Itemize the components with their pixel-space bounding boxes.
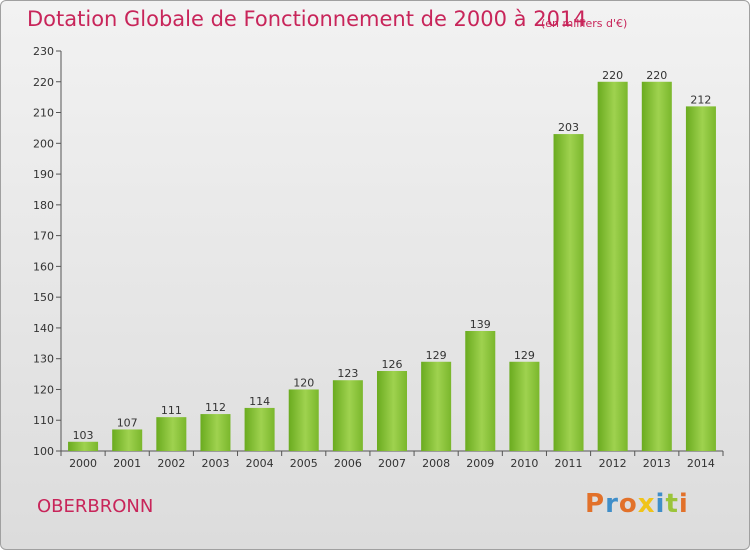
data-label-2011: 203 (558, 121, 579, 134)
y-tick-label: 130 (33, 353, 54, 366)
bar-2005 (288, 389, 319, 451)
y-tick-label: 150 (33, 291, 54, 304)
data-label-2010: 129 (514, 349, 535, 362)
data-label-2001: 107 (117, 416, 138, 429)
bar-2001 (112, 429, 143, 451)
x-tick-label-2001: 2001 (113, 457, 141, 470)
data-label-2014: 212 (690, 93, 711, 106)
x-tick-label-2005: 2005 (290, 457, 318, 470)
x-tick-label-2013: 2013 (643, 457, 671, 470)
chart-labels: 103 107 111 112 114 120 123 126 129 139 129 203 220 2… (73, 69, 712, 442)
data-label-2012: 220 (602, 69, 623, 82)
y-tick-label: 210 (33, 107, 54, 120)
bar-2007 (376, 371, 408, 451)
data-label-2013: 220 (646, 69, 667, 82)
chart-axes: 100 110 120 130 140 150 160 170 180 190 200 210 220 2… (33, 45, 724, 470)
bar-2008 (421, 361, 452, 451)
x-tick-label-2009: 2009 (466, 457, 494, 470)
y-tick-label: 180 (33, 199, 54, 212)
bar-2012 (597, 81, 628, 452)
chart-subtitle: (en milliers d'€) (541, 17, 628, 30)
data-label-2002: 111 (161, 404, 182, 417)
x-tick-label-2010: 2010 (510, 457, 538, 470)
x-tick-label-2008: 2008 (422, 457, 450, 470)
y-tick-label: 120 (33, 383, 54, 396)
logo-letter: i (678, 489, 689, 519)
bar-2003 (200, 414, 231, 451)
bar-2014 (685, 106, 716, 451)
y-tick-label: 200 (33, 137, 54, 150)
x-tick-label-2002: 2002 (157, 457, 185, 470)
bar-2011 (553, 134, 584, 452)
y-tick-label: 100 (33, 445, 54, 458)
y-tick-label: 160 (33, 260, 54, 273)
x-tick-label-2007: 2007 (378, 457, 406, 470)
data-label-2009: 139 (470, 318, 491, 331)
data-label-2006: 123 (337, 367, 358, 380)
x-tick-label-2006: 2006 (334, 457, 362, 470)
bar-2002 (156, 417, 187, 451)
data-label-2000: 103 (73, 429, 94, 442)
y-tick-label: 190 (33, 168, 54, 181)
x-tick-label-2004: 2004 (246, 457, 274, 470)
data-label-2008: 129 (426, 349, 447, 362)
y-tick-label: 220 (33, 76, 54, 89)
logo-letter: x (637, 489, 656, 519)
y-tick-label: 230 (33, 45, 54, 58)
chart-title: Dotation Globale de Fonctionnement de 20… (27, 7, 587, 31)
bar-2006 (332, 380, 363, 451)
y-tick-label: 110 (33, 414, 54, 427)
y-tick-label: 170 (33, 230, 54, 243)
y-tick-label: 140 (33, 322, 54, 335)
logo-letter: o (618, 489, 638, 519)
bar-2013 (641, 81, 672, 452)
logo-letter: P (585, 489, 606, 519)
bar-2004 (244, 407, 275, 451)
logo-letter: t (665, 489, 679, 519)
data-label-2004: 114 (249, 395, 270, 408)
proxiti-logo: Proxiti (585, 489, 689, 519)
bar-2000 (68, 441, 99, 451)
logo-letter: r (605, 489, 619, 519)
x-tick-label-2000: 2000 (69, 457, 97, 470)
data-label-2007: 126 (382, 358, 403, 371)
x-tick-label-2003: 2003 (201, 457, 229, 470)
x-tick-label-2014: 2014 (687, 457, 715, 470)
data-label-2003: 112 (205, 401, 226, 414)
x-tick-label-2012: 2012 (599, 457, 627, 470)
logo-letter: i (655, 489, 666, 519)
bar-2009 (465, 331, 496, 451)
bar-2010 (509, 361, 540, 451)
chart-bars (68, 81, 716, 452)
x-tick-label-2011: 2011 (555, 457, 583, 470)
commune-name: OBERBRONN (37, 496, 154, 517)
data-label-2005: 120 (293, 376, 314, 389)
